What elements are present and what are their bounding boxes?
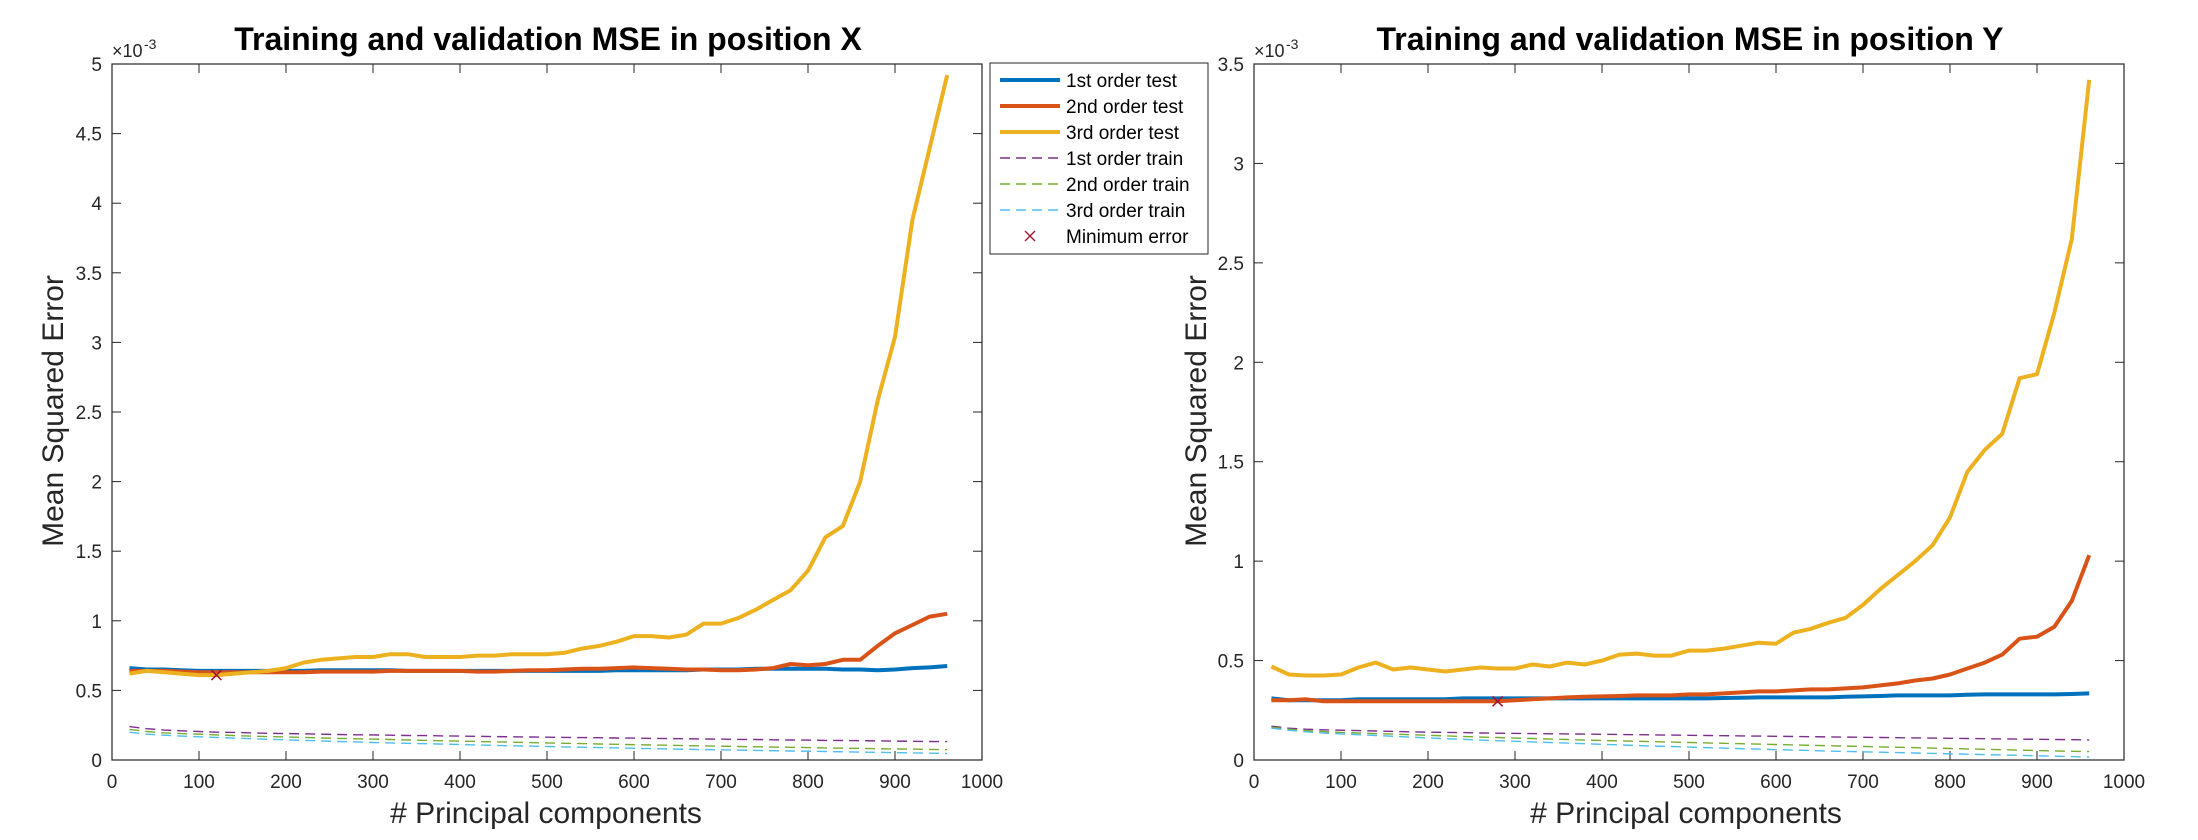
- y-tick-label: 0: [1233, 751, 1244, 772]
- series-line-2nd-order-test: [1271, 554, 2092, 704]
- series-line-3rd-order-test: [1270, 79, 2092, 678]
- legend-entry-1st-order-test: 1st order test: [1000, 71, 1178, 92]
- y-tick-label: 3.5: [76, 264, 102, 285]
- series-line-2nd-order-train: [1271, 726, 2090, 753]
- legend-label: 2nd order test: [1066, 97, 1184, 118]
- y-tick-label: 0.5: [76, 681, 102, 702]
- x-tick-label: 600: [1760, 772, 1792, 793]
- x-tick-label: 800: [792, 772, 824, 793]
- y-tick-label: 2: [1233, 353, 1244, 374]
- x-axis-label: # Principal components: [1530, 797, 1842, 830]
- series-line-3rd-order-train: [1271, 727, 2090, 758]
- exponent-base: ×10: [1254, 41, 1285, 61]
- x-axis-label: # Principal components: [390, 797, 702, 830]
- x-tick-label: 800: [1934, 772, 1966, 793]
- y-tick-label: 2: [91, 473, 102, 494]
- panel-position-y: Training and validation MSE in position …: [1180, 21, 2145, 830]
- legend-entry-minimum-error: Minimum error: [1024, 227, 1189, 248]
- y-tick-label: 2.5: [76, 403, 102, 424]
- x-tick-label: 0: [107, 772, 118, 793]
- series-line-1st-order-train: [1271, 725, 2090, 741]
- exponent-power: -3: [1286, 36, 1299, 52]
- y-axis-label: Mean Squared Error: [1180, 275, 1213, 547]
- series-line-2nd-order-test: [129, 611, 948, 675]
- x-tick-label: 100: [1325, 772, 1357, 793]
- x-tick-label: 900: [2021, 772, 2053, 793]
- x-tick-label: 500: [531, 772, 563, 793]
- x-tick-label: 1000: [961, 772, 1003, 793]
- series-line-2nd-order-train: [129, 728, 948, 751]
- x-tick-label: 700: [705, 772, 737, 793]
- y-tick-label: 3: [91, 333, 102, 354]
- y-tick-label: 4.5: [76, 125, 102, 146]
- x-tick-label: 100: [183, 772, 215, 793]
- x-tick-label: 900: [879, 772, 911, 793]
- y-tick-label: 3.5: [1218, 55, 1244, 76]
- y-tick-label: 5: [91, 55, 102, 76]
- legend-entry-3rd-order-test: 3rd order test: [1000, 123, 1180, 144]
- y-tick-label: 1.5: [1218, 453, 1244, 474]
- legend-label: 2nd order train: [1066, 175, 1190, 196]
- y-exponent-label: ×10 -3: [112, 36, 157, 61]
- y-tick-label: 0.5: [1218, 652, 1244, 673]
- series-line-1st-order-train: [129, 725, 948, 743]
- chart-title: Training and validation MSE in position …: [1376, 21, 2003, 57]
- plot-area: 0 100 200 300 400 500 600 700 800 900 1000 0 0.5 1 1.5…: [1218, 55, 2146, 793]
- x-tick-label: 300: [357, 772, 389, 793]
- y-tick-label: 1.5: [76, 542, 102, 563]
- series-line-3rd-order-train: [129, 731, 948, 755]
- x-tick-label: 200: [1412, 772, 1444, 793]
- exponent-base: ×10: [112, 41, 143, 61]
- legend: 1st order test 2nd order test 3rd order te…: [989, 62, 1209, 255]
- chart-title: Training and validation MSE in position …: [234, 21, 862, 57]
- x-tick-label: 200: [270, 772, 302, 793]
- y-axis-label: Mean Squared Error: [37, 275, 70, 547]
- plot-area: 0 100 200 300 400 500 600 700 800 900 1000 0 0.5 1 1.5…: [76, 55, 1004, 793]
- y-exponent-label: ×10 -3: [1254, 36, 1299, 61]
- legend-entry-1st-order-train: 1st order train: [1000, 149, 1183, 170]
- legend-items: 1st order test 2nd order test 3rd order te…: [1000, 71, 1190, 248]
- y-tick-label: 1: [91, 612, 102, 633]
- legend-label: Minimum error: [1066, 227, 1189, 248]
- x-tick-label: 0: [1249, 772, 1260, 793]
- series-line-3rd-order-test: [129, 74, 950, 678]
- axes-box: [1253, 63, 2125, 761]
- x-tick-label: 1000: [2103, 772, 2145, 793]
- legend-label: 3rd order test: [1066, 123, 1180, 144]
- x-tick-label: 400: [444, 772, 476, 793]
- y-tick-label: 4: [91, 194, 102, 215]
- minimum-error-marker: [210, 669, 222, 681]
- y-tick-label: 3: [1233, 154, 1244, 175]
- legend-label: 1st order test: [1066, 71, 1178, 92]
- exponent-power: -3: [144, 36, 157, 52]
- y-tick-label: 1: [1233, 552, 1244, 573]
- legend-entry-2nd-order-train: 2nd order train: [1000, 175, 1190, 196]
- x-tick-label: 600: [618, 772, 650, 793]
- x-tick-label: 500: [1673, 772, 1705, 793]
- x-tick-label: 700: [1847, 772, 1879, 793]
- legend-box: [989, 62, 1209, 255]
- legend-entry-3rd-order-train: 3rd order train: [1000, 201, 1185, 222]
- legend-label: 3rd order train: [1066, 201, 1185, 222]
- x-tick-label: 300: [1499, 772, 1531, 793]
- legend-label: 1st order train: [1066, 149, 1183, 170]
- y-tick-label: 0: [91, 751, 102, 772]
- panel-position-x: Training and validation MSE in position …: [37, 21, 1003, 830]
- minimum-error-marker: [1492, 695, 1504, 707]
- y-tick-label: 2.5: [1218, 254, 1244, 275]
- x-tick-label: 400: [1586, 772, 1618, 793]
- legend-entry-2nd-order-test: 2nd order test: [1000, 97, 1184, 118]
